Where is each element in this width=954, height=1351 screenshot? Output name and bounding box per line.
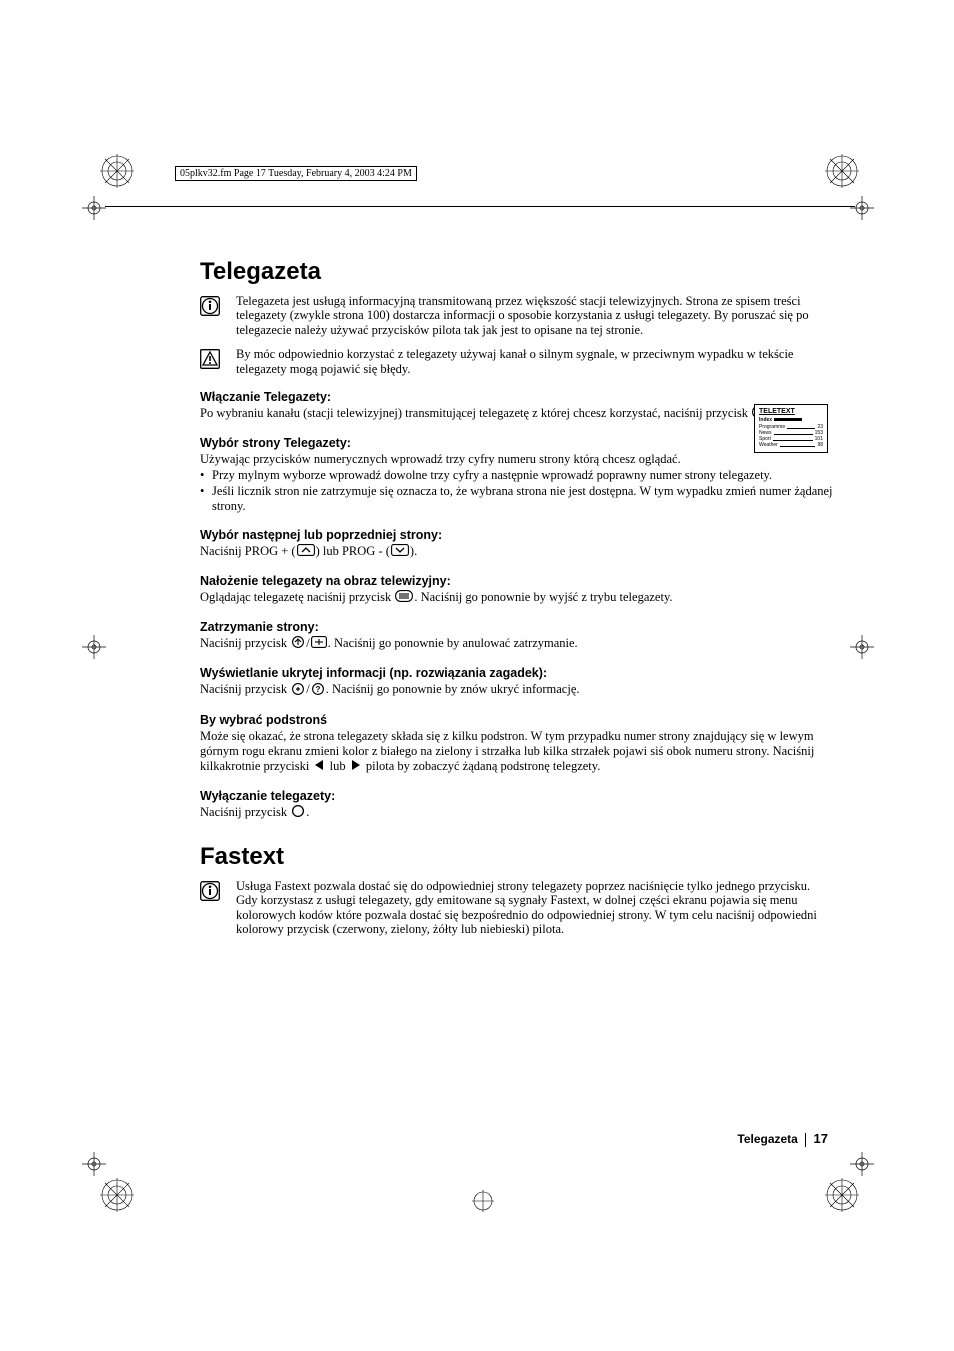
crop-mark-icon bbox=[850, 1152, 874, 1176]
section-body: Naciśnij przycisk /. Naciśnij go ponowni… bbox=[200, 682, 840, 698]
section-off: Wyłączanie telegazety: Naciśnij przycisk… bbox=[200, 789, 840, 821]
title-fastext: Fastext bbox=[200, 843, 840, 871]
crop-mark-icon bbox=[82, 196, 106, 220]
footer-label: Telegazeta bbox=[737, 1132, 797, 1146]
section-body: Po wybraniu kanału (stacji telewizyjnej)… bbox=[200, 406, 840, 422]
teletext-illustration: TELETEXT Index Programme23 News153 Sport… bbox=[754, 404, 828, 453]
registration-mark-icon bbox=[100, 154, 134, 188]
section-body: Naciśnij przycisk . bbox=[200, 805, 840, 821]
info-icon bbox=[200, 879, 224, 937]
registration-mark-icon bbox=[100, 1178, 134, 1212]
info-icon bbox=[200, 294, 224, 337]
registration-mark-icon bbox=[472, 1190, 494, 1212]
section-next-prev: Wybór następnej lub poprzedniej strony: … bbox=[200, 528, 840, 560]
teletext-button-icon bbox=[395, 590, 413, 606]
section-heading: Włączanie Telegazety: bbox=[200, 390, 840, 404]
warning-block: By móc odpowiednio korzystać z telegazet… bbox=[200, 347, 840, 376]
section-subpage: By wybrać podstronś Może się okazać, że … bbox=[200, 713, 840, 775]
section-overlay: Nałożenie telegazety na obraz telewizyjn… bbox=[200, 574, 840, 606]
question-icon bbox=[311, 683, 325, 699]
section-list: Przy mylnym wyborze wprowadź dowolne trz… bbox=[200, 468, 840, 514]
title-telegazeta: Telegazeta bbox=[200, 258, 840, 286]
crop-mark-icon bbox=[850, 196, 874, 220]
section-heading: Wybór strony Telegazety: bbox=[200, 436, 840, 450]
reveal-icon bbox=[291, 683, 305, 699]
section-body: Używając przycisków numerycznych wprowad… bbox=[200, 452, 840, 467]
hold-alt-icon bbox=[311, 636, 327, 652]
section-heading: Wyłączanie telegazety: bbox=[200, 789, 840, 803]
footer-page-number: 17 bbox=[814, 1131, 828, 1146]
crop-mark-icon bbox=[82, 1152, 106, 1176]
crop-mark-icon bbox=[850, 635, 874, 659]
section-body: Oglądając telegazetę naciśnij przycisk .… bbox=[200, 590, 840, 606]
list-item: Jeśli licznik stron nie zatrzymuje się o… bbox=[200, 484, 840, 514]
section-heading: Wybór następnej lub poprzedniej strony: bbox=[200, 528, 840, 542]
section-hold: Zatrzymanie strony: Naciśnij przycisk /.… bbox=[200, 620, 840, 652]
section-body: Może się okazać, że strona telegazety sk… bbox=[200, 729, 840, 775]
info-block: Telegazeta jest usługą informacyjną tran… bbox=[200, 294, 840, 337]
section-reveal: Wyświetlanie ukrytej informacji (np. roz… bbox=[200, 666, 840, 698]
crop-mark-icon bbox=[82, 635, 106, 659]
registration-mark-icon bbox=[825, 154, 859, 188]
intro-text: Telegazeta jest usługą informacyjną tran… bbox=[236, 294, 840, 337]
section-body: Naciśnij PROG + () lub PROG - (). bbox=[200, 544, 840, 560]
teletext-box-title: TELETEXT bbox=[759, 408, 823, 415]
section-body: Naciśnij przycisk /. Naciśnij go ponowni… bbox=[200, 636, 840, 652]
section-heading: By wybrać podstronś bbox=[200, 713, 840, 727]
teletext-row: Weather98 bbox=[759, 442, 823, 448]
fastext-text: Usługa Fastext pozwala dostać się do odp… bbox=[236, 879, 840, 937]
page-footer: Telegazeta 17 bbox=[737, 1131, 828, 1147]
fastext-block: Usługa Fastext pozwala dostać się do odp… bbox=[200, 879, 840, 937]
arrow-right-icon bbox=[350, 759, 362, 775]
off-icon bbox=[291, 805, 305, 821]
section-heading: Nałożenie telegazety na obraz telewizyjn… bbox=[200, 574, 840, 588]
page-header-meta: 05plkv32.fm Page 17 Tuesday, February 4,… bbox=[175, 166, 417, 181]
list-item: Przy mylnym wyborze wprowadź dowolne trz… bbox=[200, 468, 840, 483]
warning-icon bbox=[200, 347, 224, 376]
arrow-left-icon bbox=[313, 759, 325, 775]
section-select-page: Wybór strony Telegazety: Używając przyci… bbox=[200, 436, 840, 514]
page-down-icon bbox=[391, 544, 409, 560]
section-heading: Wyświetlanie ukrytej informacji (np. roz… bbox=[200, 666, 840, 680]
hold-icon bbox=[291, 636, 305, 652]
registration-mark-icon bbox=[825, 1178, 859, 1212]
page-up-icon bbox=[297, 544, 315, 560]
warning-text: By móc odpowiednio korzystać z telegazet… bbox=[236, 347, 840, 376]
section-enable: Włączanie Telegazety: Po wybraniu kanału… bbox=[200, 390, 840, 422]
teletext-box-index: Index bbox=[759, 417, 823, 423]
section-heading: Zatrzymanie strony: bbox=[200, 620, 840, 634]
main-content: Telegazeta Telegazeta jest usługą inform… bbox=[200, 258, 840, 946]
header-rule bbox=[105, 206, 855, 207]
